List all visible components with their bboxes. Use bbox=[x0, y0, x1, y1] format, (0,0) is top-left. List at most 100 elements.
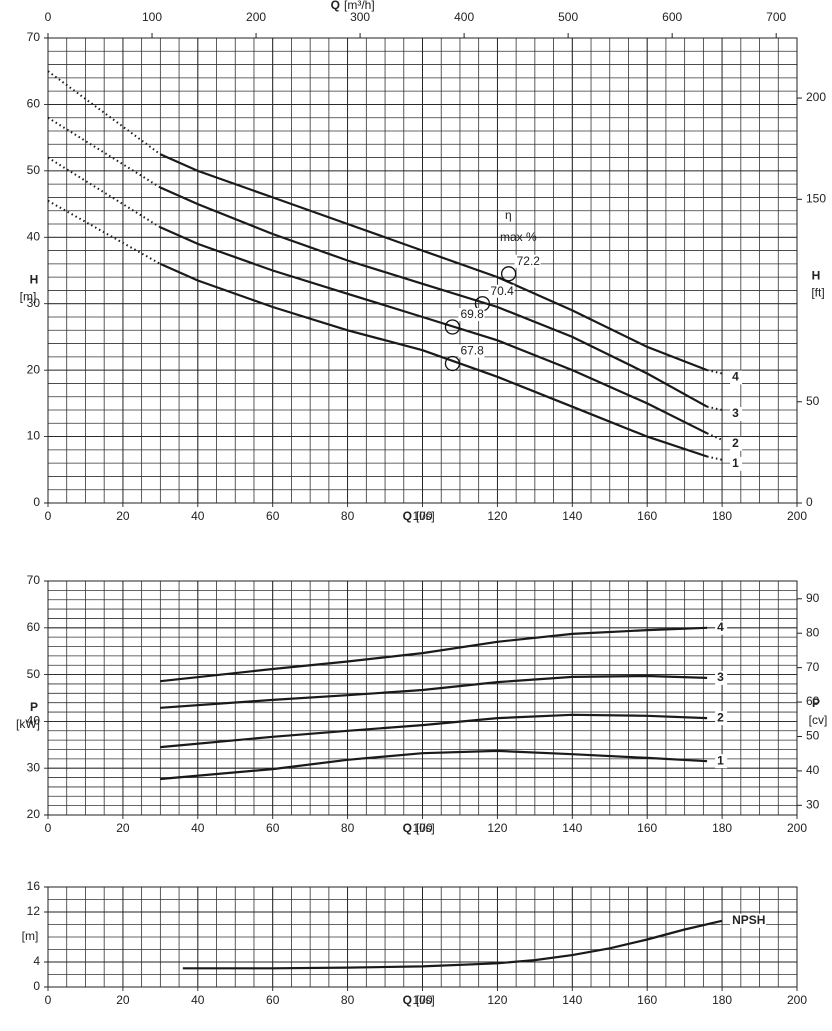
label-bg bbox=[715, 711, 728, 726]
efficiency-label: 69.8 bbox=[460, 307, 484, 321]
x-tick-label: 160 bbox=[637, 509, 657, 523]
x-tick-label: 200 bbox=[787, 509, 807, 523]
x-tick-label: 100 bbox=[412, 821, 432, 835]
x-tick-label: 100 bbox=[412, 993, 432, 1007]
x-tick-label: 180 bbox=[712, 993, 732, 1007]
y-tick-label: 60 bbox=[27, 97, 41, 111]
y-tick-label: 60 bbox=[27, 620, 41, 634]
efficiency-point bbox=[444, 319, 461, 335]
x-tick-label: 20 bbox=[116, 821, 130, 835]
x-tick-label: 180 bbox=[712, 509, 732, 523]
x-label: Q bbox=[403, 509, 412, 523]
curve-label: NPSH bbox=[732, 913, 765, 927]
curve-label: 4 bbox=[717, 620, 724, 634]
label-bg bbox=[730, 370, 743, 385]
y-label: P bbox=[30, 700, 38, 714]
x-tick-label: 40 bbox=[191, 821, 205, 835]
curve bbox=[159, 226, 708, 435]
x-tick-label: 120 bbox=[487, 509, 507, 523]
x-tick-label: 80 bbox=[341, 509, 355, 523]
efficiency-unit: max % bbox=[500, 230, 537, 244]
y-unit: [kW] bbox=[16, 717, 40, 731]
curve-label: 3 bbox=[717, 670, 724, 684]
x2-label: Q bbox=[331, 0, 340, 12]
curve-label: 2 bbox=[717, 710, 724, 724]
y-tick-label: 12 bbox=[27, 904, 41, 918]
x-tick-label: 100 bbox=[412, 509, 432, 523]
curve-extension bbox=[47, 199, 161, 265]
x-tick-label: 80 bbox=[341, 821, 355, 835]
x-label: Q bbox=[403, 821, 412, 835]
x-label: Q bbox=[403, 993, 412, 1007]
y-label: H bbox=[30, 273, 39, 287]
y2-unit: [ft] bbox=[811, 286, 824, 300]
efficiency-point bbox=[500, 266, 517, 282]
y-tick-label: 0 bbox=[33, 495, 40, 509]
y-tick-label: 16 bbox=[27, 879, 41, 893]
curve-label: 1 bbox=[717, 753, 724, 767]
x2-tick-label: 0 bbox=[45, 10, 52, 24]
x2-tick-label: 100 bbox=[142, 10, 162, 24]
x-tick-label: 0 bbox=[45, 993, 52, 1007]
y-tick-label: 40 bbox=[27, 714, 41, 728]
curve-label: 1 bbox=[732, 456, 739, 470]
x-tick-label: 20 bbox=[116, 509, 130, 523]
x-tick-label: 180 bbox=[712, 821, 732, 835]
y-tick-label: 10 bbox=[27, 429, 41, 443]
label-bg bbox=[514, 254, 541, 268]
x-unit: [l/s] bbox=[416, 821, 435, 835]
efficiency-label: 72.2 bbox=[517, 254, 541, 268]
y-tick-label: 0 bbox=[33, 979, 40, 993]
y-tick-label: 50 bbox=[27, 667, 41, 681]
curve bbox=[159, 186, 708, 408]
x-tick-label: 60 bbox=[266, 509, 280, 523]
y2-tick-label: 150 bbox=[806, 191, 826, 205]
x2-tick-label: 300 bbox=[350, 10, 370, 24]
x-tick-label: 40 bbox=[191, 509, 205, 523]
y2-tick-label: 60 bbox=[806, 694, 820, 708]
curve-label: 2 bbox=[732, 436, 739, 450]
label-bg bbox=[458, 307, 485, 321]
curve-extension bbox=[706, 432, 723, 441]
label-bg bbox=[715, 754, 728, 769]
x-tick-label: 120 bbox=[487, 821, 507, 835]
curve bbox=[160, 713, 708, 749]
x-tick-label: 60 bbox=[266, 993, 280, 1007]
y-tick-label: 20 bbox=[27, 807, 41, 821]
curve bbox=[159, 153, 708, 372]
curve-extension bbox=[47, 70, 161, 156]
y2-tick-label: 50 bbox=[806, 729, 820, 743]
label-bg bbox=[458, 344, 485, 358]
label-bg bbox=[715, 670, 728, 685]
y2-unit: [cv] bbox=[809, 713, 828, 727]
x-unit: [l/s] bbox=[416, 993, 435, 1007]
x-tick-label: 160 bbox=[637, 821, 657, 835]
curve bbox=[160, 626, 708, 683]
x2-tick-label: 400 bbox=[454, 10, 474, 24]
y2-tick-label: 0 bbox=[806, 495, 813, 509]
y-tick-label: 30 bbox=[27, 296, 41, 310]
x2-tick-label: 700 bbox=[766, 10, 786, 24]
efficiency-point bbox=[444, 355, 461, 372]
curve bbox=[159, 262, 708, 458]
curve bbox=[160, 749, 708, 781]
x-tick-label: 120 bbox=[487, 993, 507, 1007]
label-bg bbox=[730, 456, 743, 471]
x-tick-label: 160 bbox=[637, 993, 657, 1007]
efficiency-title: η bbox=[505, 208, 512, 222]
x-tick-label: 0 bbox=[45, 821, 52, 835]
x-tick-label: 140 bbox=[562, 509, 582, 523]
y-tick-label: 4 bbox=[33, 954, 40, 968]
y-tick-label: 20 bbox=[27, 362, 41, 376]
y2-tick-label: 40 bbox=[806, 763, 820, 777]
label-bg bbox=[488, 284, 515, 298]
label-bg bbox=[715, 620, 728, 635]
x-tick-label: 80 bbox=[341, 993, 355, 1007]
label-bg bbox=[730, 436, 743, 451]
x-tick-label: 140 bbox=[562, 993, 582, 1007]
y-tick-label: 50 bbox=[27, 163, 41, 177]
x2-tick-label: 200 bbox=[246, 10, 266, 24]
y-unit: [m] bbox=[20, 290, 37, 304]
y2-tick-label: 70 bbox=[806, 660, 820, 674]
